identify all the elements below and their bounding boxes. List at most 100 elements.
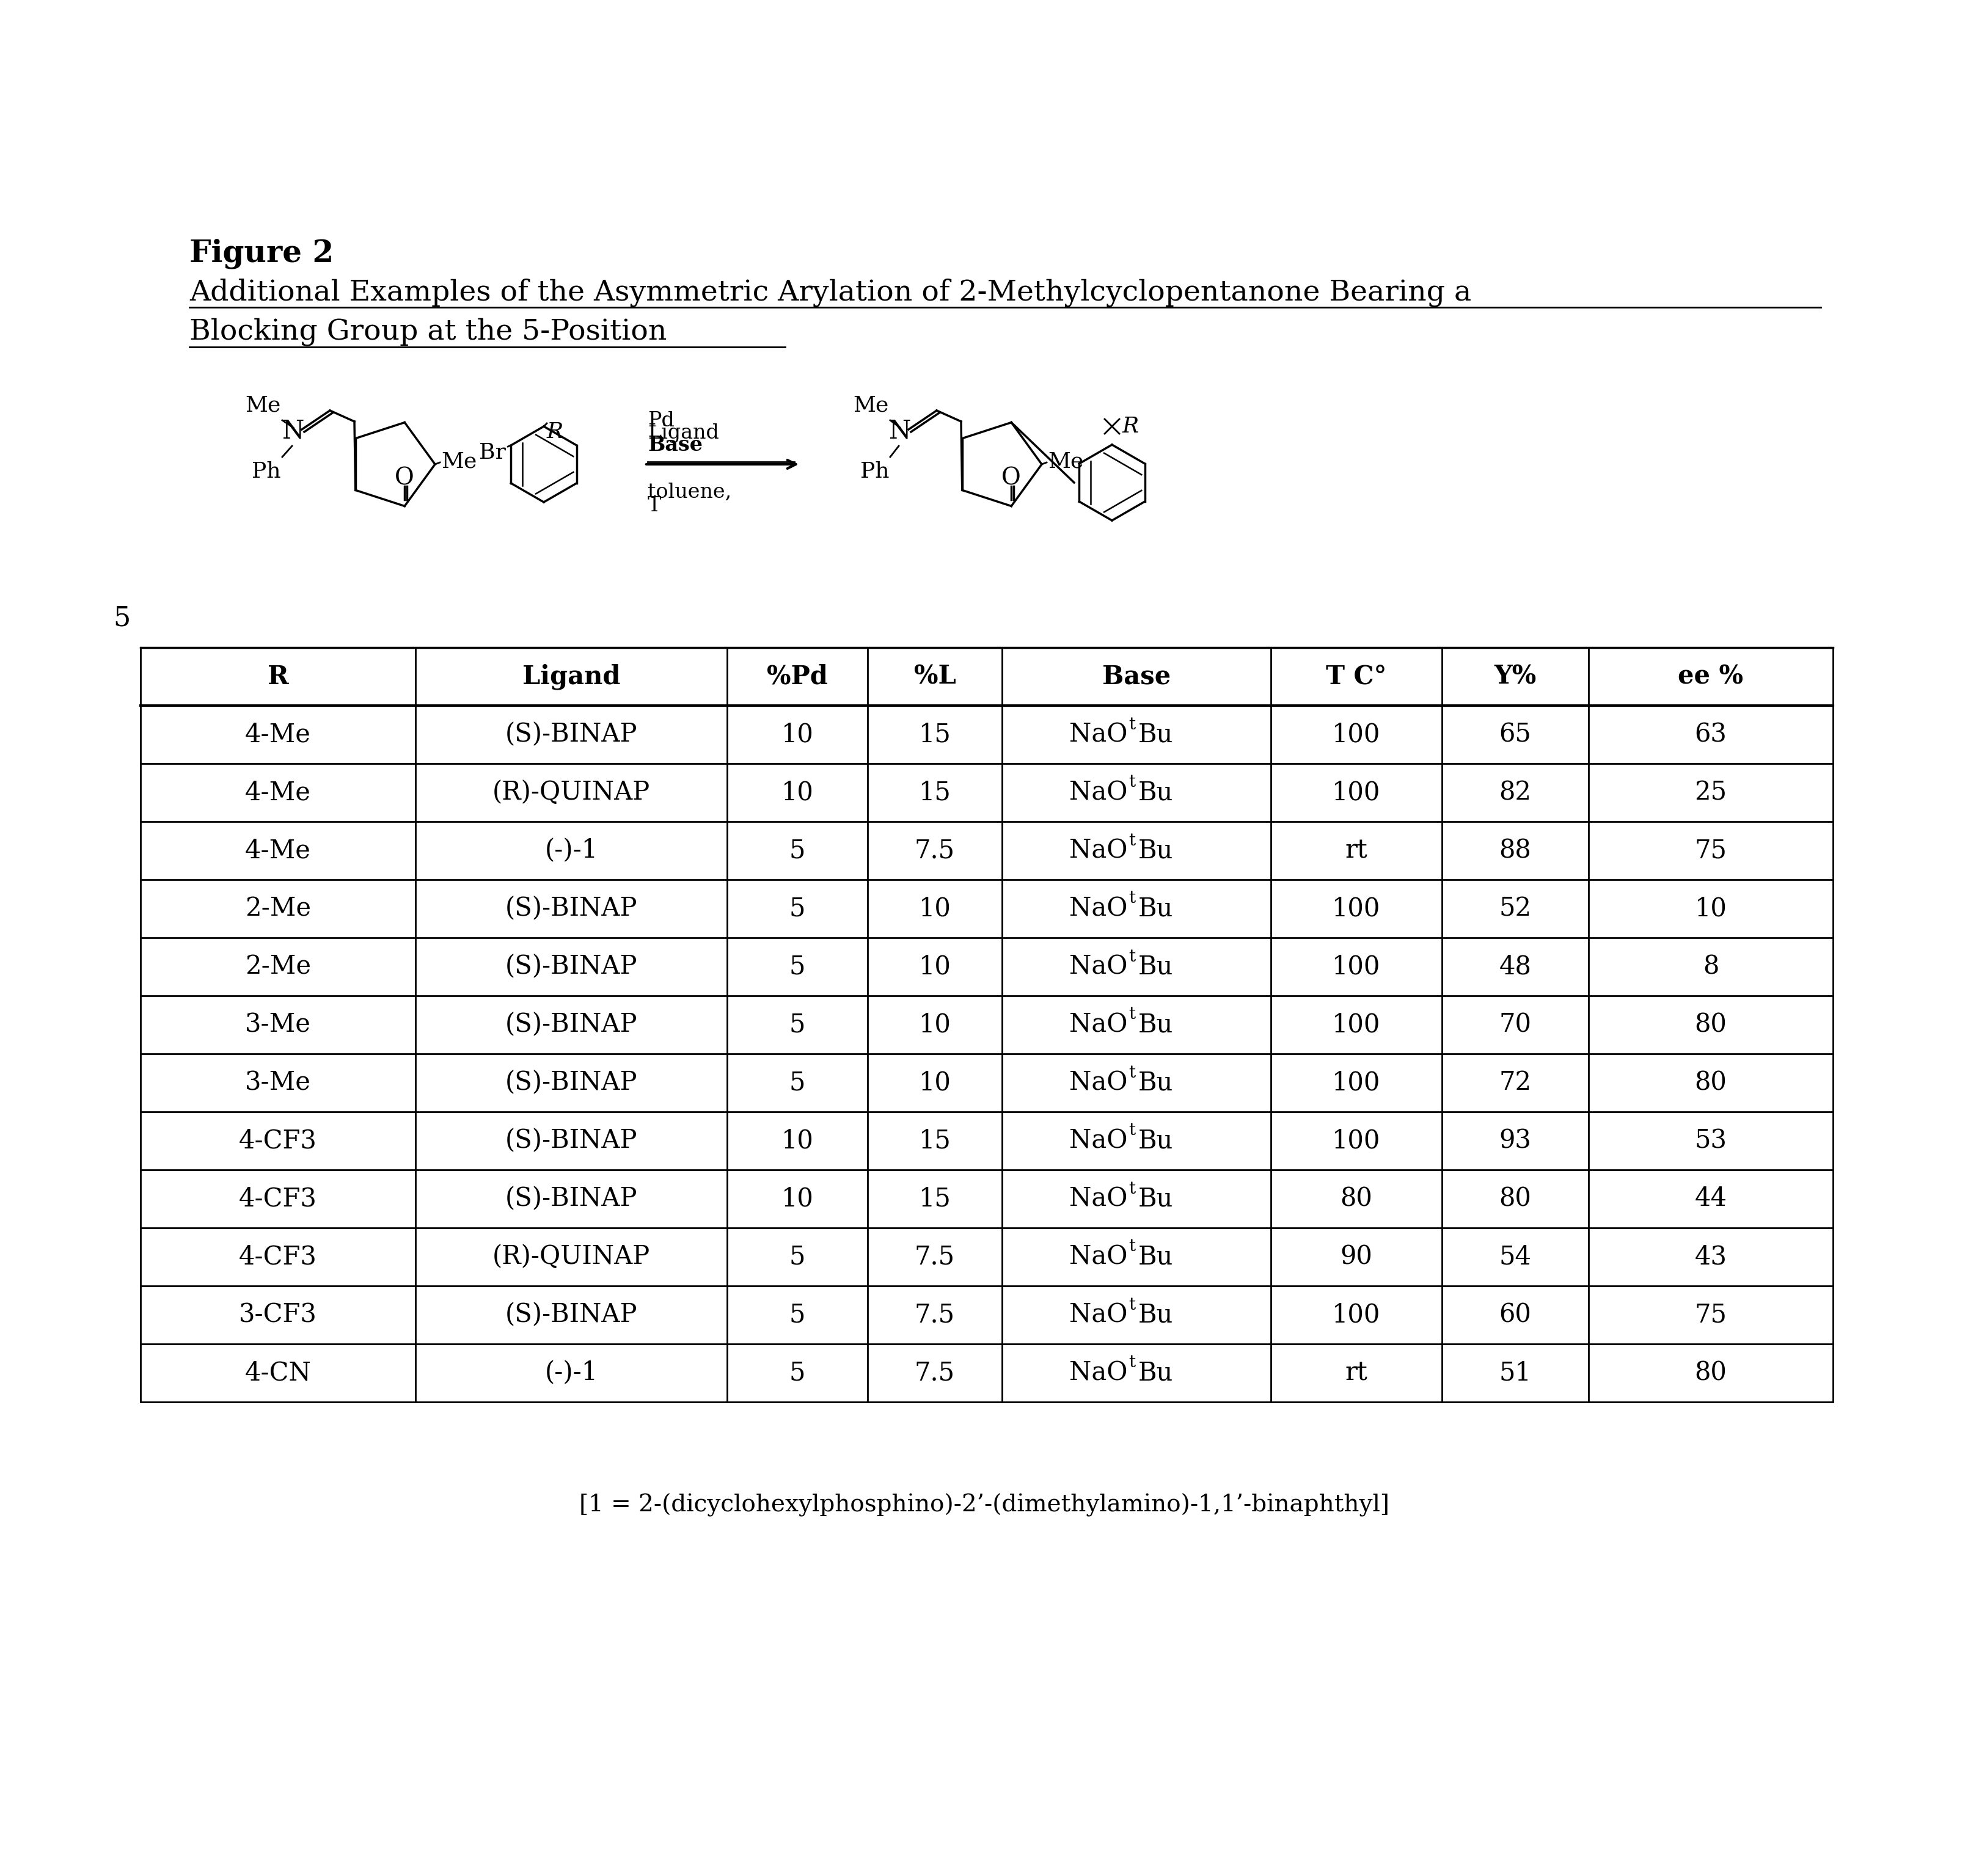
Text: (S)-BINAP: (S)-BINAP xyxy=(506,1011,638,1037)
Text: t: t xyxy=(1128,833,1136,848)
Text: 100: 100 xyxy=(1332,1302,1382,1328)
Text: N: N xyxy=(890,418,911,443)
Text: 25: 25 xyxy=(1694,780,1728,805)
Text: (S)-BINAP: (S)-BINAP xyxy=(506,1186,638,1212)
Text: Base: Base xyxy=(1102,664,1171,688)
Text: 51: 51 xyxy=(1500,1360,1531,1386)
Text: 53: 53 xyxy=(1694,1127,1728,1154)
Text: rt: rt xyxy=(1346,839,1368,863)
Text: t: t xyxy=(1128,1064,1136,1081)
Text: Blocking Group at the 5-Position: Blocking Group at the 5-Position xyxy=(189,317,667,345)
Text: 5: 5 xyxy=(112,604,130,630)
Text: 100: 100 xyxy=(1332,722,1382,747)
Text: t: t xyxy=(1128,717,1136,734)
Text: NaO: NaO xyxy=(1069,1360,1128,1386)
Text: 100: 100 xyxy=(1332,780,1382,805)
Text: 5: 5 xyxy=(789,953,805,979)
Text: Bu: Bu xyxy=(1138,839,1173,863)
Text: 10: 10 xyxy=(919,1069,951,1096)
Text: 4-CF3: 4-CF3 xyxy=(238,1186,317,1212)
Text: 7.5: 7.5 xyxy=(915,1244,954,1270)
Text: 60: 60 xyxy=(1500,1302,1531,1328)
Text: 65: 65 xyxy=(1500,722,1531,747)
Text: R: R xyxy=(1122,416,1139,437)
Text: Bu: Bu xyxy=(1138,780,1173,805)
Text: (S)-BINAP: (S)-BINAP xyxy=(506,1302,638,1328)
Text: 100: 100 xyxy=(1332,1127,1382,1154)
Text: Me: Me xyxy=(854,394,890,415)
Text: 80: 80 xyxy=(1340,1186,1372,1212)
Text: NaO: NaO xyxy=(1069,1127,1128,1154)
Text: 10: 10 xyxy=(919,897,951,921)
Text: Ph: Ph xyxy=(860,461,890,482)
Text: 5: 5 xyxy=(789,1011,805,1037)
Text: NaO: NaO xyxy=(1069,839,1128,863)
Text: Bu: Bu xyxy=(1138,1186,1173,1212)
Text: ee %: ee % xyxy=(1679,664,1744,688)
Text: %L: %L xyxy=(913,664,956,688)
Text: (-)-1: (-)-1 xyxy=(545,839,598,863)
Text: T: T xyxy=(647,495,661,516)
Text: 5: 5 xyxy=(789,1244,805,1270)
Text: 80: 80 xyxy=(1694,1360,1728,1386)
Text: NaO: NaO xyxy=(1069,1186,1128,1212)
Text: %Pd: %Pd xyxy=(768,664,829,688)
Text: Bu: Bu xyxy=(1138,897,1173,921)
Text: 7.5: 7.5 xyxy=(915,1302,954,1328)
Text: Y%: Y% xyxy=(1494,664,1537,688)
Text: 100: 100 xyxy=(1332,1069,1382,1096)
Text: [1 = 2-(dicyclohexylphosphino)-2’-(dimethylamino)-1,1’-binaphthyl]: [1 = 2-(dicyclohexylphosphino)-2’-(dimet… xyxy=(579,1493,1389,1518)
Text: 3-CF3: 3-CF3 xyxy=(238,1302,317,1328)
Text: Me: Me xyxy=(246,394,281,415)
Text: (R)-QUINAP: (R)-QUINAP xyxy=(492,1244,649,1270)
Text: 4-CF3: 4-CF3 xyxy=(238,1127,317,1154)
Text: Br: Br xyxy=(480,443,506,463)
Text: R: R xyxy=(547,422,563,443)
Text: (S)-BINAP: (S)-BINAP xyxy=(506,1069,638,1096)
Text: 80: 80 xyxy=(1694,1011,1728,1037)
Text: 3-Me: 3-Me xyxy=(246,1011,311,1037)
Text: 3-Me: 3-Me xyxy=(246,1069,311,1096)
Text: 5: 5 xyxy=(789,897,805,921)
Text: Additional Examples of the Asymmetric Arylation of 2-Methylcyclopentanone Bearin: Additional Examples of the Asymmetric Ar… xyxy=(189,278,1472,306)
Text: 15: 15 xyxy=(919,722,951,747)
Text: 7.5: 7.5 xyxy=(915,1360,954,1386)
Text: Bu: Bu xyxy=(1138,1302,1173,1328)
Text: rt: rt xyxy=(1346,1360,1368,1386)
Text: t: t xyxy=(1128,775,1136,792)
Text: 72: 72 xyxy=(1500,1069,1531,1096)
Text: t: t xyxy=(1128,1006,1136,1022)
Text: 5: 5 xyxy=(789,1069,805,1096)
Text: 2-Me: 2-Me xyxy=(244,897,311,921)
Text: 4-CN: 4-CN xyxy=(244,1360,311,1386)
Text: Ligand: Ligand xyxy=(522,664,620,690)
Text: (-)-1: (-)-1 xyxy=(545,1360,598,1386)
Text: 10: 10 xyxy=(781,780,813,805)
Text: Bu: Bu xyxy=(1138,1069,1173,1096)
Text: Ph: Ph xyxy=(252,461,281,482)
Text: NaO: NaO xyxy=(1069,1011,1128,1037)
Text: 4-Me: 4-Me xyxy=(246,722,311,747)
Text: NaO: NaO xyxy=(1069,1302,1128,1328)
Text: NaO: NaO xyxy=(1069,1069,1128,1096)
Text: 70: 70 xyxy=(1500,1011,1531,1037)
Text: 80: 80 xyxy=(1500,1186,1531,1212)
Text: toluene,: toluene, xyxy=(647,482,732,503)
Text: 88: 88 xyxy=(1500,839,1531,863)
Text: (R)-QUINAP: (R)-QUINAP xyxy=(492,780,649,805)
Text: NaO: NaO xyxy=(1069,953,1128,979)
Text: 10: 10 xyxy=(919,1011,951,1037)
Text: 10: 10 xyxy=(919,953,951,979)
Text: (S)-BINAP: (S)-BINAP xyxy=(506,1127,638,1154)
Text: Bu: Bu xyxy=(1138,1360,1173,1386)
Text: t: t xyxy=(1128,1354,1136,1371)
Text: 15: 15 xyxy=(919,1127,951,1154)
Text: 75: 75 xyxy=(1694,839,1728,863)
Text: 93: 93 xyxy=(1500,1127,1531,1154)
Text: O: O xyxy=(396,467,415,490)
Text: t: t xyxy=(1128,1238,1136,1255)
Text: T C°: T C° xyxy=(1326,664,1387,688)
Text: Bu: Bu xyxy=(1138,1127,1173,1154)
Text: t: t xyxy=(1128,891,1136,906)
Text: 48: 48 xyxy=(1500,953,1531,979)
